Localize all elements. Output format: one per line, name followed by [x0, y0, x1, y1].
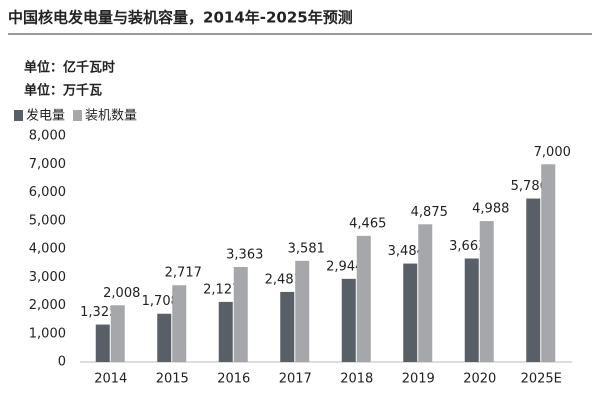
bar	[295, 260, 310, 362]
x-tick-label: 2016	[217, 372, 250, 387]
x-tick-label: 2020	[463, 372, 496, 387]
chart-title: 中国核电发电量与装机容量，2014年-2025年预测	[8, 9, 353, 27]
value-label: 2,944	[326, 259, 363, 274]
bar	[233, 266, 248, 362]
y-tick-label: 3,000	[29, 270, 66, 285]
legend-swatch	[14, 110, 23, 121]
y-tick-label: 8,000	[29, 129, 66, 144]
bar	[110, 305, 125, 362]
value-label: 3,581	[288, 241, 325, 256]
bar	[541, 164, 556, 362]
y-tick-label: 2,000	[29, 298, 66, 313]
value-label: 7,000	[534, 145, 571, 160]
x-tick-label: 2025E	[521, 372, 562, 387]
bar	[341, 278, 356, 362]
unit-label: 单位：亿千瓦时	[24, 60, 115, 76]
legend-swatch	[73, 110, 83, 121]
y-tick-label: 5,000	[29, 213, 66, 228]
value-label: 3,663	[449, 239, 486, 254]
legend-label: 装机数量	[85, 109, 137, 124]
bar	[356, 235, 371, 362]
bar	[464, 258, 479, 362]
x-tick-label: 2014	[94, 372, 127, 387]
y-tick-label: 1,000	[29, 326, 66, 341]
bar	[218, 301, 233, 362]
value-label: 4,465	[349, 216, 386, 231]
x-tick-label: 2018	[340, 372, 373, 387]
legend-label: 发电量	[26, 108, 65, 124]
bar	[95, 324, 110, 362]
y-tick-label: 7,000	[29, 157, 66, 172]
bar	[418, 224, 433, 362]
value-label: 3,484	[388, 244, 425, 259]
bar	[157, 313, 172, 362]
value-label: 5,786	[511, 179, 548, 194]
value-label: 2,127	[203, 282, 240, 297]
bar	[479, 221, 494, 362]
y-tick-label: 4,000	[29, 242, 66, 257]
value-label: 2,717	[165, 266, 202, 281]
value-label: 1,708	[142, 294, 179, 309]
x-tick-label: 2019	[402, 372, 435, 387]
bar	[172, 285, 187, 362]
bar	[403, 263, 418, 362]
value-label: 2,008	[103, 286, 140, 301]
x-tick-label: 2015	[156, 372, 189, 387]
value-label: 2,481	[265, 272, 302, 287]
value-label: 1,325	[80, 305, 117, 320]
value-label: 4,988	[472, 202, 509, 217]
bar	[280, 291, 295, 362]
value-label: 3,363	[226, 247, 263, 262]
value-label: 4,875	[411, 205, 448, 220]
bar	[526, 198, 541, 362]
x-tick-label: 2017	[279, 372, 312, 387]
y-tick-label: 0	[58, 355, 66, 370]
unit-label: 单位：万千瓦	[24, 83, 102, 99]
y-tick-label: 6,000	[29, 185, 66, 200]
